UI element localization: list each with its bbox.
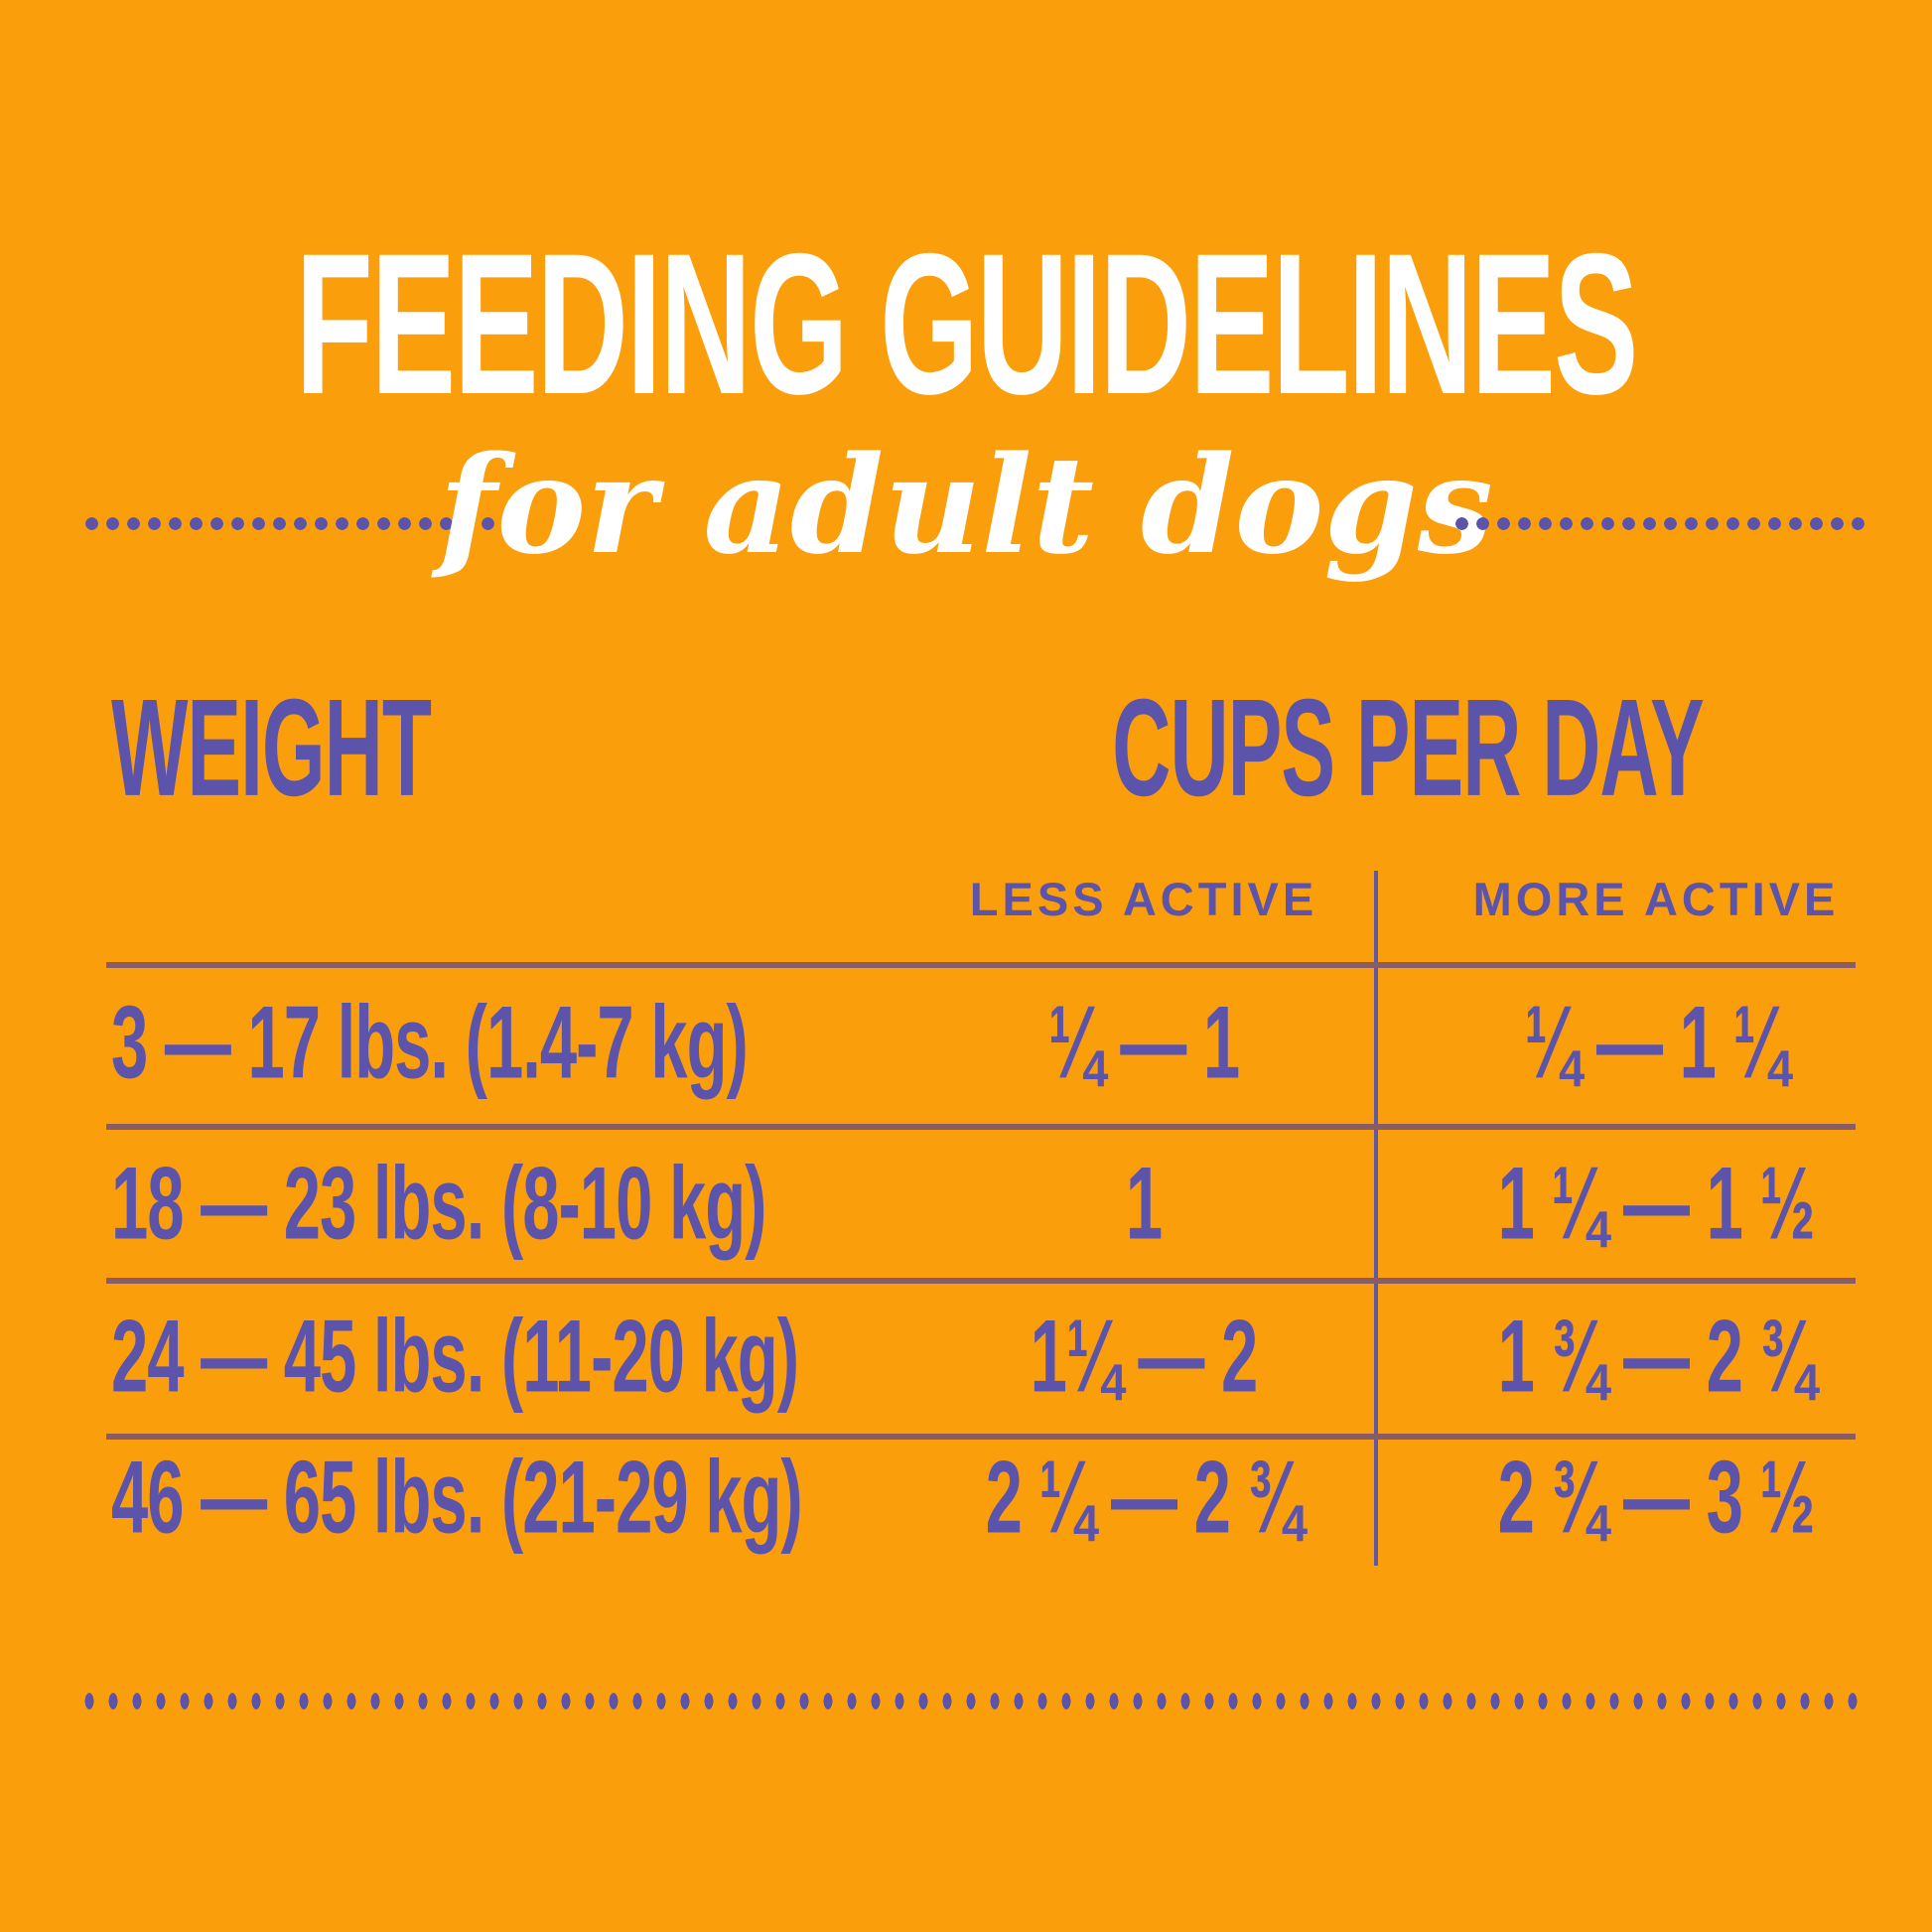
decorative-dotted-rule-left	[81, 516, 498, 531]
table-row-2-weight: 18 — 23 lbs. (8-10 kg)	[111, 1145, 766, 1262]
less-active-column-header: LESS ACTIVE	[969, 872, 1318, 925]
table-row-2-less-active: 1	[1125, 1145, 1163, 1262]
table-rule-2	[106, 1124, 1856, 1130]
table-rule-4	[106, 1434, 1856, 1440]
page-title-text: FEEDING GUIDELINES	[295, 211, 1639, 437]
table-row-4-weight: 46 — 65 lbs. (21-29 kg)	[111, 1439, 803, 1556]
table-row-3-weight: 24 — 45 lbs. (11-20 kg)	[111, 1298, 799, 1415]
table-row-2-more-active: 1 ¼ — 1 ½	[1497, 1145, 1816, 1262]
more-active-column-header: MORE ACTIVE	[1472, 872, 1840, 925]
table-rule-3	[106, 1278, 1856, 1284]
column-divider-line	[1374, 871, 1378, 1566]
decorative-dotted-rule-bottom	[77, 1692, 1870, 1711]
weight-column-header: WEIGHT	[111, 671, 432, 826]
page-subtitle-text: for adult dogs	[439, 425, 1493, 584]
table-row-1-weight: 3 — 17 lbs. (1.4-7 kg)	[111, 984, 749, 1101]
table-row-4-less-active: 2 ¼ — 2 ¾	[985, 1439, 1304, 1556]
table-row-4-more-active: 2 ¾ — 3 ½	[1497, 1439, 1816, 1556]
table-row-1-less-active: ¼ — 1	[1047, 984, 1240, 1101]
table-row-1-more-active: ¼ — 1 ¼	[1524, 984, 1789, 1101]
decorative-dotted-rule-right	[1451, 516, 1868, 531]
table-rule-1	[106, 962, 1856, 968]
page-title: FEEDING GUIDELINES	[0, 224, 1932, 425]
page-subtitle: for adult dogs	[0, 415, 1932, 594]
cups-per-day-group-header: CUPS PER DAY	[1112, 671, 1705, 826]
table-row-3-more-active: 1 ¾ — 2 ¾	[1497, 1298, 1816, 1415]
table-row-3-less-active: 1¼ — 2	[1030, 1298, 1259, 1415]
